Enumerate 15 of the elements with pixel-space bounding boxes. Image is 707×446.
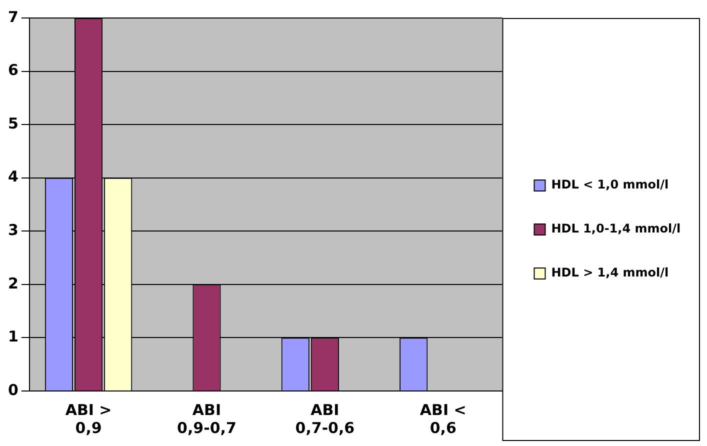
y-tick-label: 3 [8,221,18,240]
x-tick-label: ABI < 0,6 [420,400,466,437]
y-tick-label: 7 [8,8,18,26]
x-tick-label: ABI > 0,9 [65,400,112,437]
x-tick-label: ABI 0,7-0,6 [295,400,355,437]
y-tick-label: 1 [8,328,18,346]
legend-label: HDL > 1,4 mmol/l [551,266,672,280]
legend-label: HDL 1,0-1,4 mmol/l [551,222,684,236]
y-tick-label: 5 [8,114,18,132]
y-tick-label: 6 [8,61,18,80]
x-tick-label: ABI 0,9-0,7 [177,400,236,437]
y-tick-label: 0 [8,380,18,399]
legend-label: HDL < 1,0 mmol/l [551,178,672,192]
y-tick-label: 4 [8,168,18,186]
y-tick-label: 2 [8,274,18,292]
